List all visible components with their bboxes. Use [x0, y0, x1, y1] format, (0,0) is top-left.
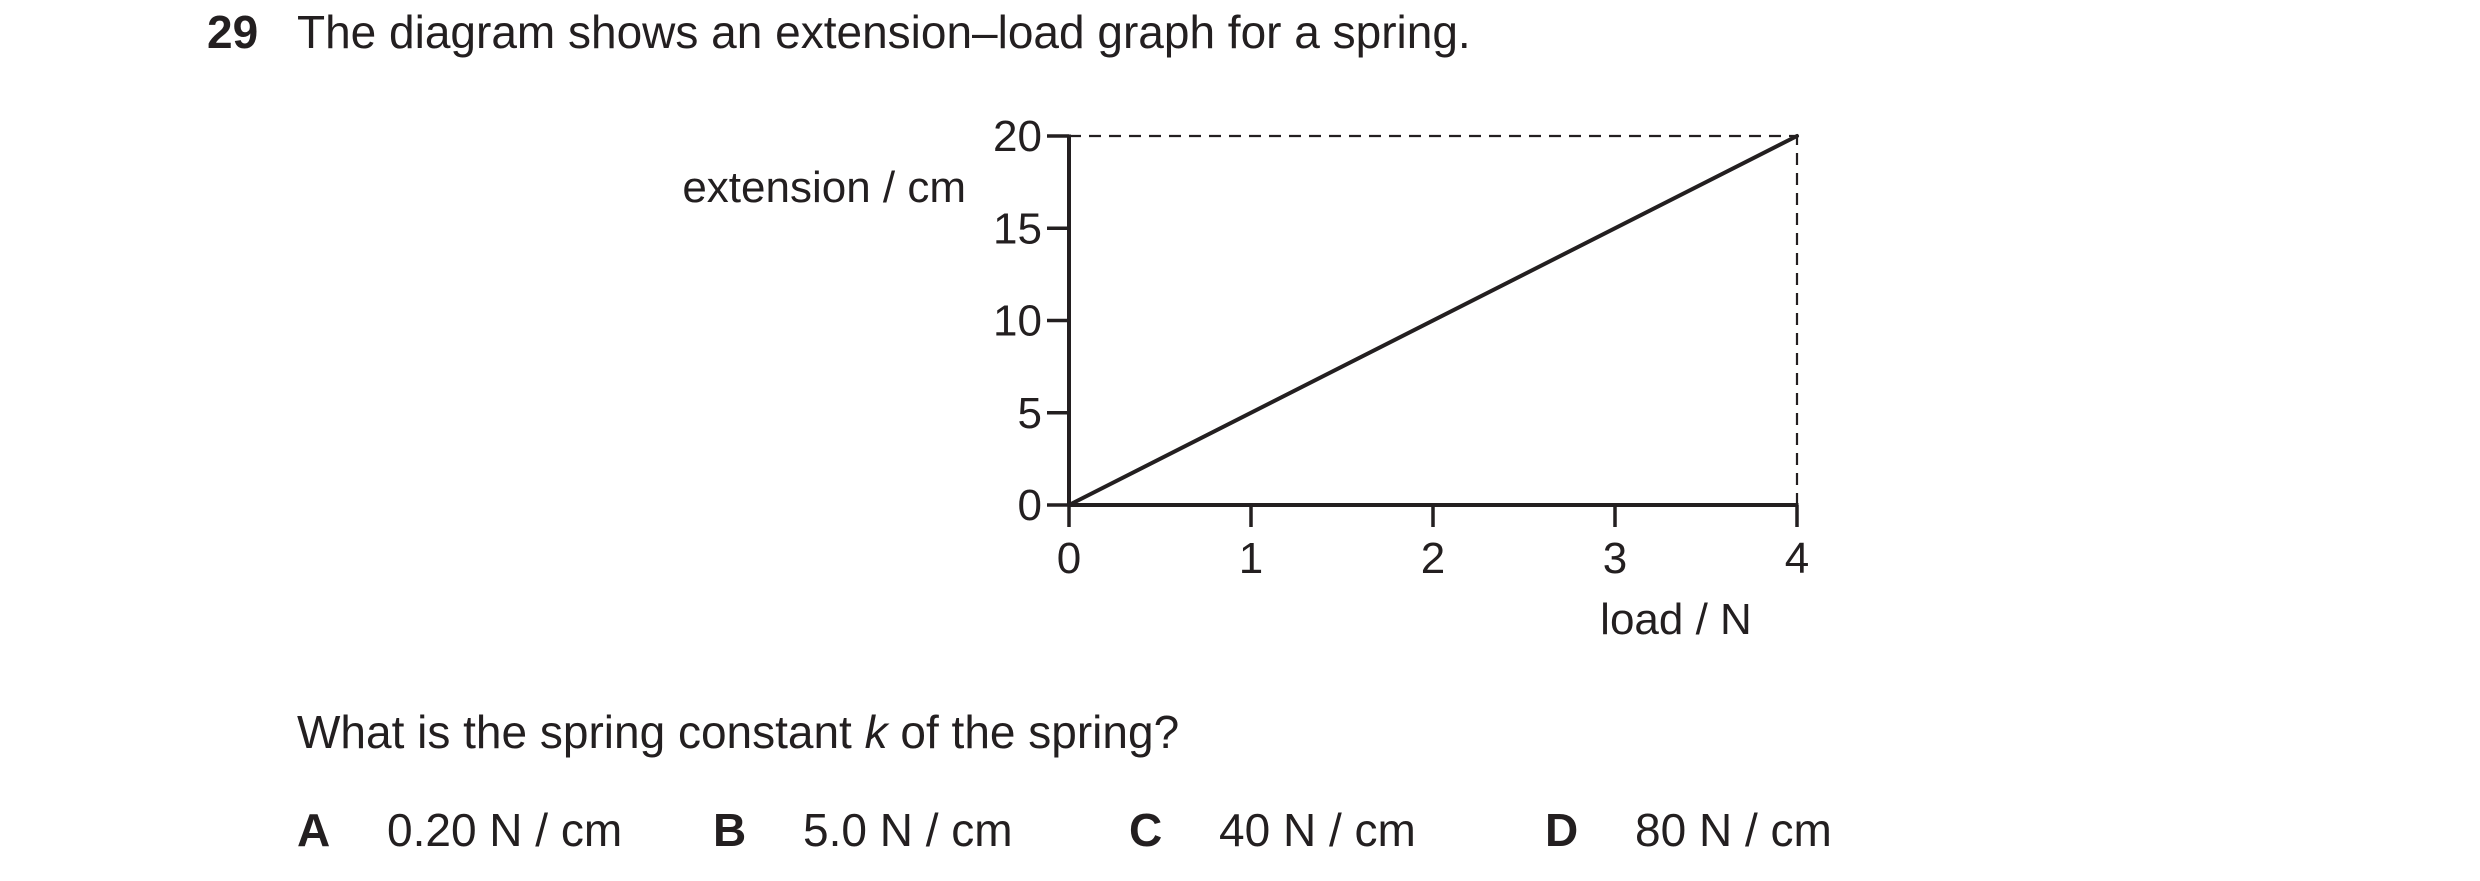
x-axis-label: load / N	[1600, 595, 1752, 644]
option-letter: D	[1545, 804, 1579, 856]
option-value: 40 N / cm	[1219, 804, 1416, 856]
x-tick-label: 3	[1603, 534, 1627, 583]
data-series	[1067, 134, 1799, 507]
y-tick-label: 20	[993, 112, 1042, 161]
x-tick-label: 4	[1785, 534, 1809, 583]
prompt-text-after: of the spring?	[887, 706, 1180, 758]
option-c[interactable]: C 40 N / cm	[1129, 800, 1416, 860]
y-tick-label: 5	[1018, 389, 1042, 438]
option-letter: C	[1129, 804, 1163, 856]
question-stem: The diagram shows an extension–load grap…	[297, 6, 1471, 58]
question-number: 29	[207, 6, 259, 58]
question-prompt: What is the spring constant k of the spr…	[297, 702, 1179, 762]
x-tick-label: 2	[1421, 534, 1445, 583]
option-letter: A	[297, 804, 331, 856]
prompt-text-before: What is the spring constant	[297, 706, 865, 758]
y-tick-label: 10	[993, 297, 1042, 346]
series-line	[1067, 134, 1799, 507]
y-tick-label: 15	[993, 204, 1042, 253]
y-axis-label: extension / cm	[682, 163, 966, 212]
option-a[interactable]: A 0.20 N / cm	[297, 800, 622, 860]
x-tick-label: 0	[1057, 534, 1081, 583]
prompt-variable: k	[864, 706, 888, 758]
x-tick-label: 1	[1239, 534, 1263, 583]
dashed-guide-lines	[1069, 134, 1799, 505]
option-letter: B	[713, 804, 747, 856]
option-value: 0.20 N / cm	[387, 804, 623, 856]
option-value: 80 N / cm	[1635, 804, 1832, 856]
option-d[interactable]: D 80 N / cm	[1545, 800, 1832, 860]
option-value: 5.0 N / cm	[803, 804, 1013, 856]
axis-ticks: 0 1 2 3 4 0 5 10 15 20	[993, 112, 1809, 583]
y-tick-label: 0	[1018, 481, 1042, 530]
option-b[interactable]: B 5.0 N / cm	[713, 800, 1013, 860]
